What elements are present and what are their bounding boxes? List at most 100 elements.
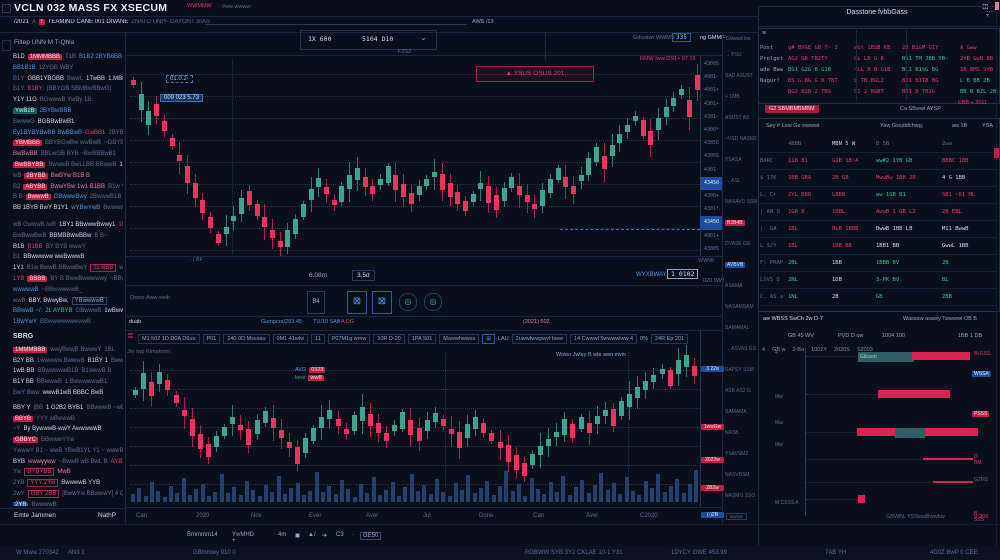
chart-toolbar-button[interactable]: 0M1 41wlw [272, 333, 309, 344]
alert-row-badge[interactable]: G2 SBMBMBMBM [765, 105, 819, 113]
watchlist-row[interactable]: 1BwYwY BBwwwwwwwwwB [13, 317, 123, 328]
chart-toolbar-button[interactable]: 2uwwtwwpwvt bww [511, 333, 568, 344]
hamburger-icon[interactable]: ≡ [762, 30, 767, 37]
chart-toolbar-button[interactable]: M1 502 1D D0A D6uu [138, 333, 200, 344]
table-row[interactable]: $ 17K 1BB GBA 2B GB MwwBw 1BB 2B 4 G 1BB [760, 170, 996, 187]
compare-tool-button[interactable]: ⊠ [372, 291, 392, 314]
table-row[interactable]: |- GA 1BL BLB 1BBB BwwB 1BB LB M11 BwwB [760, 221, 996, 238]
sidebar-footer-left[interactable]: Emte Jammen [14, 512, 56, 519]
indicator-tool-button[interactable]: ◎ [424, 293, 442, 311]
chart-toolbar-button[interactable]: 11 [311, 333, 325, 344]
table-row[interactable]: C. AS a 1NL 2B GB 2BB [760, 289, 996, 306]
strip-link[interactable]: WYXBWAY [636, 272, 667, 278]
chart-toolbar-button[interactable]: 0% [640, 335, 648, 342]
right-tab[interactable]: 2-Ba [792, 347, 805, 353]
watchlist-row[interactable]: wwwwwB ~BBwwwwwB_ [13, 285, 123, 296]
grid-tool-button[interactable]: B4 [307, 291, 325, 314]
replay-control[interactable]: ➔ [322, 533, 328, 539]
watchlist-row[interactable]: BwwwG BGBBwBwB1 [13, 117, 123, 128]
table-row[interactable]: 4BBB MBN 5 W B 5B 2ww [760, 136, 996, 153]
watchlist-row[interactable]: BB 1BYB BwY B1Y1wYBwYwBBwwwwBB1 [13, 203, 123, 214]
watchlist-row[interactable]: B1Y B1BY: [BBYGB SBMBwBBwG] [13, 84, 123, 95]
table-row[interactable]: Post g# BVGE GB T~ 2 wGt 1BSB KB 2B B1GM G1… [760, 42, 996, 53]
watchlist-row[interactable]: BB1B1B 12YGB WBY [13, 63, 123, 74]
watchlist-row[interactable]: BwY Bww wwwB1wB BBBC BwB [13, 388, 123, 399]
table-row[interactable]: LSVS D 2NL 1DB 3-PK BV BL [760, 272, 996, 289]
watchlist-row[interactable]: 1wB BB BBwwwwwB1B B1wwwB B [13, 366, 123, 377]
symbol-selector[interactable] [300, 30, 437, 50]
chart-toolbar-button[interactable]: P07M1g wmw [327, 333, 371, 344]
watchlist-row[interactable]: YwwwY B1 ~ wwB YBwB1YL Y1 ~ wwwBwwwYwB B [13, 446, 123, 457]
replay-control[interactable]: Bmmmm14 [187, 532, 218, 538]
watchlist-row[interactable]: B1 BBwwwww wwBwwwB [13, 252, 123, 263]
watchlist-row[interactable]: Yw BYBYBB MwB [13, 467, 123, 478]
toolbar-right-box[interactable]: 335 [672, 33, 691, 42]
indicator-tool-button[interactable]: ◎ [399, 293, 417, 311]
sidebar-footer-right[interactable]: NathP [98, 512, 117, 519]
table-row[interactable]: BARC 11B B1 G2B 1B~A ww#2 1YB GB BBBC 1BB [760, 153, 996, 170]
replay-control[interactable]: 4m [278, 532, 287, 538]
right-tab[interactable]: 1002Y [811, 347, 828, 353]
chart-toolbar-button[interactable]: 24R Ep 201 [650, 333, 689, 344]
watchlist-row[interactable]: wB 2BYBB BwBYw B1B B [13, 171, 123, 182]
watchlist-row[interactable]: Ey1BYBYBwBB BwBBwB GwBB1 2BYB [13, 128, 123, 139]
menu-caret-icon[interactable]: ▾ [986, 13, 990, 19]
list-icon[interactable]: ≣ [127, 331, 134, 340]
price-tag-dashed[interactable]: 01.0.2- [166, 75, 193, 83]
watchlist-row[interactable]: 1MMMBBB wwyBwwB BwwwY 1BL [13, 345, 123, 356]
table-row[interactable]: F) PRAP 2BL 1BB 1BBB BV 2B [760, 255, 996, 272]
table-row[interactable]: L S/Y 1BL 1BB BB 1BB1 BB GwwL 1BB [760, 238, 996, 255]
price-tag-solid[interactable]: 009 023 5.73 [160, 94, 204, 102]
chart-toolbar-button[interactable]: LAU [497, 335, 509, 342]
table-row[interactable]: BG2 B2B 2 TBS G1 2 BGBT BB1 B TB2G BB B BZL… [760, 86, 996, 97]
table-row[interactable]: | AN U 1GB B 1BBL AwwB 1 GB L2 2B EBL [760, 204, 996, 221]
replay-control[interactable]: ▲/ [308, 532, 316, 538]
chart-toolbar-button[interactable]: 10R D-20 [373, 333, 405, 344]
watchlist-row[interactable]: 2wY GBY 2BB [BwwYw BBwwwY] 4 C1 [13, 489, 123, 500]
watchlist-row[interactable]: 2YB BwwwwB [13, 500, 123, 506]
interval-value[interactable]: 1X 600 [308, 35, 332, 43]
chevron-down-icon[interactable]: ⌄ [420, 33, 427, 42]
watchlist-row[interactable]: BBwwB ~/:2L AYBYBGBwwwB1wBwwB wBw wB [13, 306, 123, 317]
replay-control[interactable]: ◼ [295, 533, 300, 539]
right-tab[interactable]: 2020S [834, 347, 850, 353]
replay-control[interactable]: GE50 [360, 532, 382, 540]
watchlist-row[interactable]: B1Y BB BBwwwB 1 BwwwwwwB1 [13, 377, 123, 388]
chart-toolbar-button[interactable]: ⊞ [482, 333, 495, 344]
compare-tool-button[interactable]: ⊠ [347, 291, 367, 314]
chart-toolbar-button[interactable]: 14 Cwwwl 5wwwwlww 4 [570, 333, 638, 344]
right-tab[interactable]: S2003 [856, 347, 873, 353]
watchlist-row[interactable]: wwB BBY, BwwyBw, YBwwwwB [13, 296, 123, 307]
watchlist-row[interactable]: GBBYC BBwwwYYw [13, 435, 123, 446]
table-row[interactable]: Nagur! BS G BG G B TBT L TB BGL2 B21 B1TB B… [760, 75, 996, 86]
watchlist-row[interactable]: ~Y By BywwwB-wwY AwwwwwB [13, 424, 123, 435]
watchlist-row[interactable]: B1B B1BB BY BYB wwwY [13, 242, 123, 253]
replay-control[interactable]: C3 [336, 532, 344, 538]
chart-toolbar-button[interactable]: P01 [202, 333, 221, 344]
watchlist-row[interactable]: BwBwBB BBLwGB BYB ~BwBBBwB1 [13, 149, 123, 160]
chart-toolbar-button[interactable]: Mawwhwwss [439, 333, 480, 344]
watchlist-row[interactable]: 2YB YYY 2YB BwwwwB YYB [13, 478, 123, 489]
chart-toolbar-button[interactable]: 1PA 501 [407, 333, 437, 344]
watchlist-row[interactable]: Y1Y 11G BGwwwB YwBy 1B. [13, 95, 123, 106]
table-row[interactable]: Prolget AG2 GB TB2TY GL LB G B BS1 TM JBB Y… [760, 53, 996, 64]
table-row[interactable]: L, Cr 2YL BBB LBBB ww 1GB B1 SB1 ~B1 ML [760, 187, 996, 204]
table-row[interactable]: wde Baw BG1 G2G B G1B ~LL B B G1B BL1 B1SG … [760, 64, 996, 75]
more-icon[interactable]: ⋯ [986, 9, 993, 16]
right-tab[interactable]: GB w [772, 347, 786, 353]
replay-control[interactable]: YwMHD + [232, 532, 254, 544]
left-rail-icon[interactable] [2, 40, 11, 51]
replay-control[interactable]: · [352, 532, 354, 538]
chart-toolbar-button[interactable]: 240 0D Msssau [223, 333, 270, 344]
